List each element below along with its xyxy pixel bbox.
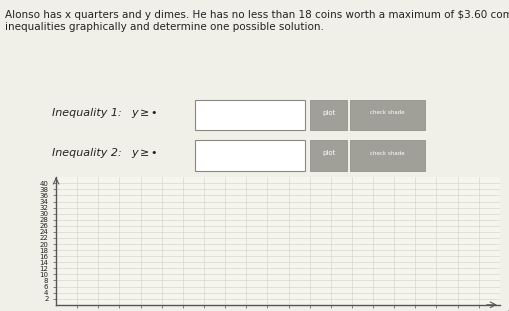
Text: x: x [507, 308, 509, 311]
Text: plot: plot [322, 150, 335, 156]
FancyBboxPatch shape [194, 140, 304, 171]
Text: ≥: ≥ [140, 108, 149, 118]
Text: •: • [150, 148, 156, 158]
Text: •: • [150, 108, 156, 118]
Text: y: y [131, 108, 137, 118]
FancyBboxPatch shape [349, 140, 424, 171]
Text: check shade: check shade [370, 110, 404, 115]
Text: Alonso has x quarters and y dimes. He has no less than 18 coins worth a maximum : Alonso has x quarters and y dimes. He ha… [5, 10, 509, 32]
Text: Inequality 1:: Inequality 1: [52, 108, 125, 118]
FancyBboxPatch shape [309, 100, 347, 130]
Text: ≥: ≥ [140, 148, 149, 158]
Text: y: y [131, 148, 137, 158]
FancyBboxPatch shape [194, 100, 304, 130]
FancyBboxPatch shape [309, 140, 347, 171]
Text: Inequality 2:: Inequality 2: [52, 148, 125, 158]
Text: check shade: check shade [370, 151, 404, 156]
Text: plot: plot [322, 110, 335, 116]
FancyBboxPatch shape [349, 100, 424, 130]
